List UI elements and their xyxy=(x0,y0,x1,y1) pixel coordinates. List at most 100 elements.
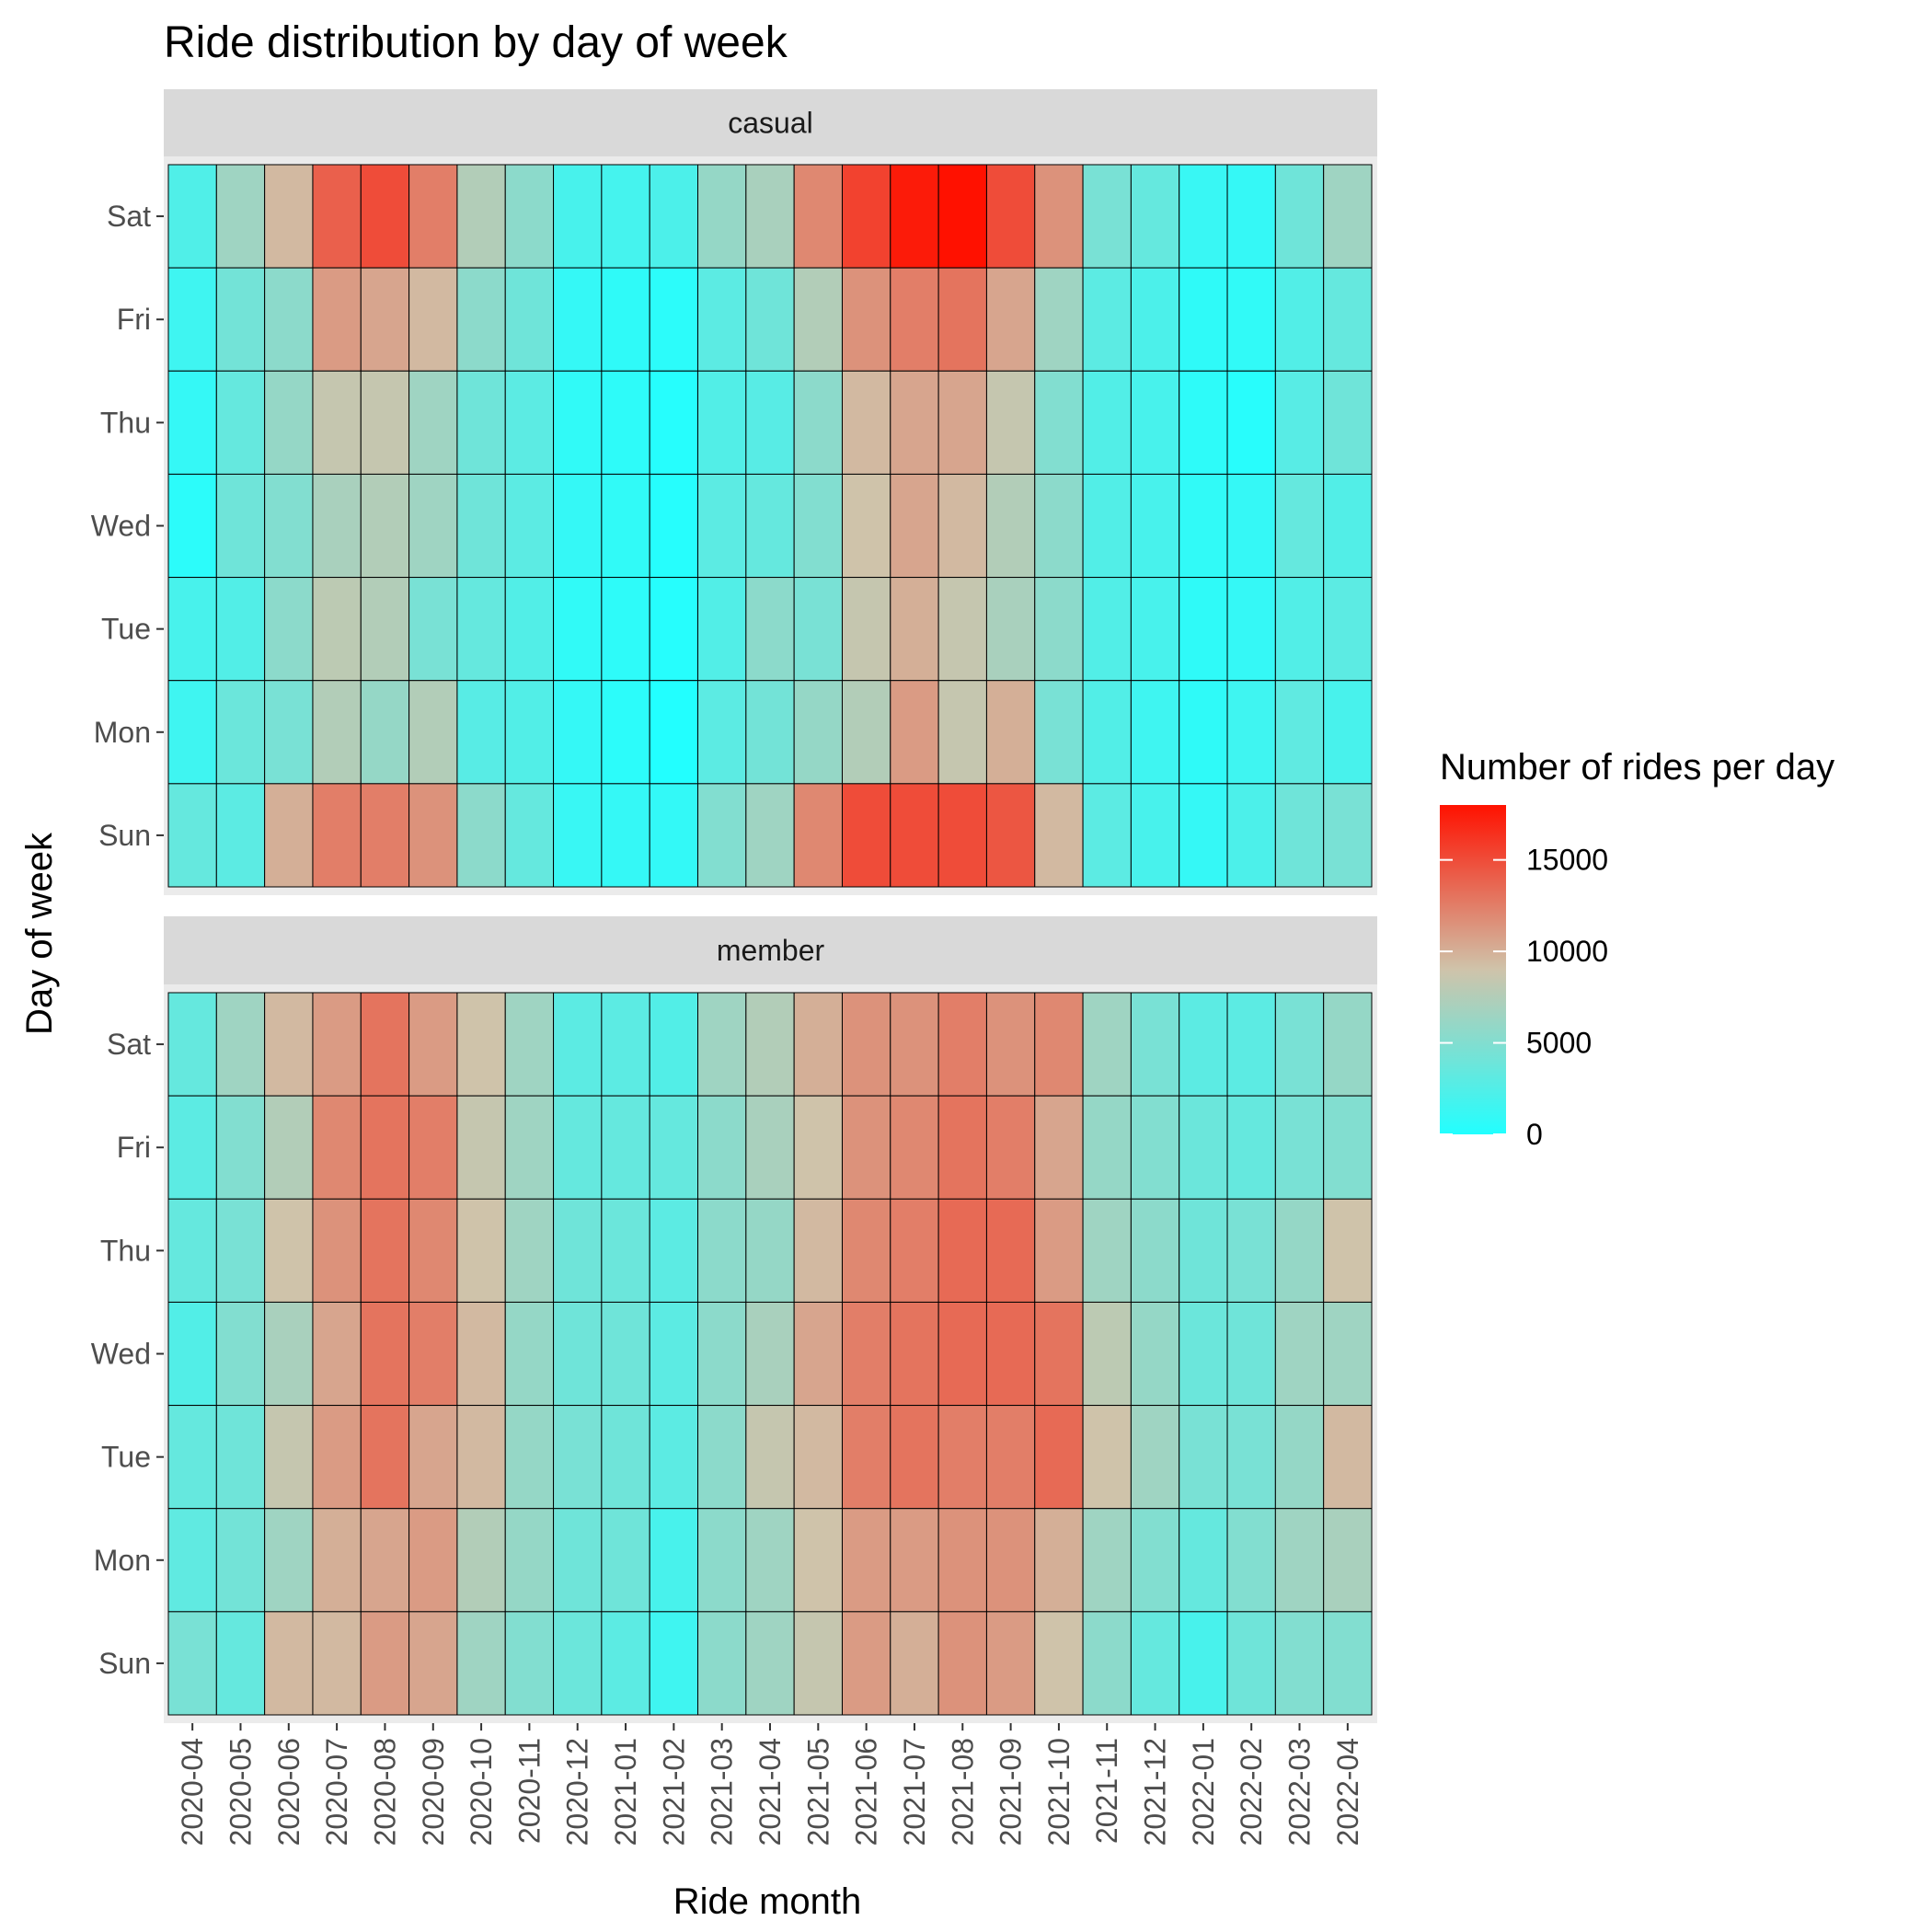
heatmap-cell xyxy=(793,267,843,372)
heatmap-cell xyxy=(167,164,217,269)
heatmap-cell xyxy=(890,1508,939,1613)
heatmap-cell xyxy=(456,267,506,372)
heatmap-cell xyxy=(697,370,747,475)
heatmap-cell xyxy=(408,473,458,579)
heatmap-cell xyxy=(167,267,217,372)
heatmap-cell xyxy=(215,164,266,269)
heatmap-cell xyxy=(408,992,458,1097)
heatmap-cell xyxy=(649,680,699,785)
heatmap-cell xyxy=(1226,370,1276,475)
heatmap-cell xyxy=(456,577,506,682)
heatmap-cell xyxy=(360,1095,410,1200)
y-axis-title: Day of week xyxy=(19,832,60,1035)
heatmap-cell xyxy=(1082,267,1132,372)
heatmap-cell xyxy=(937,680,987,785)
heatmap-cell xyxy=(1034,783,1084,888)
heatmap-cell xyxy=(167,1611,217,1716)
heatmap-cell xyxy=(1179,370,1228,475)
heatmap-cell xyxy=(553,473,603,579)
legend-colorbar xyxy=(1440,805,1506,1134)
heatmap-cell xyxy=(697,1611,747,1716)
heatmap-cell xyxy=(360,370,410,475)
heatmap-cell xyxy=(890,370,939,475)
heatmap-cell xyxy=(841,164,891,269)
heatmap-cell xyxy=(1179,1095,1228,1200)
heatmap-cell xyxy=(937,1198,987,1303)
y-tick-label: Sun xyxy=(98,819,151,852)
heatmap-cell xyxy=(408,164,458,269)
heatmap-cell xyxy=(553,1508,603,1613)
facet-strip-label: member xyxy=(717,934,825,967)
heatmap-cell xyxy=(745,164,795,269)
x-tick-label: 2021-03 xyxy=(706,1738,739,1846)
heatmap-cell xyxy=(312,1611,362,1716)
heatmap-cell xyxy=(360,992,410,1097)
heatmap-cell xyxy=(841,473,891,579)
heatmap-cell xyxy=(985,473,1036,579)
heatmap-cell xyxy=(1082,1095,1132,1200)
heatmap-cell xyxy=(793,1405,843,1510)
heatmap-cell xyxy=(1274,783,1325,888)
heatmap-cell xyxy=(408,577,458,682)
heatmap-cell xyxy=(1323,783,1373,888)
heatmap-cell xyxy=(985,992,1036,1097)
heatmap-cell xyxy=(890,1301,939,1407)
heatmap-cell xyxy=(408,370,458,475)
heatmap-cell xyxy=(553,267,603,372)
heatmap-cell xyxy=(601,267,650,372)
heatmap-cell xyxy=(504,164,555,269)
heatmap-cell xyxy=(649,577,699,682)
heatmap-cell xyxy=(1082,1405,1132,1510)
heatmap-cell xyxy=(1082,1198,1132,1303)
heatmap-cell xyxy=(408,1301,458,1407)
heatmap-cell xyxy=(1274,1508,1325,1613)
heatmap-cell xyxy=(601,1198,650,1303)
heatmap-cell xyxy=(1034,992,1084,1097)
heatmap-cell xyxy=(937,577,987,682)
heatmap-cell xyxy=(1226,1198,1276,1303)
heatmap-cell xyxy=(264,1095,314,1200)
heatmap-cell xyxy=(1034,1611,1084,1716)
heatmap-cell xyxy=(1034,267,1084,372)
heatmap-cell xyxy=(312,1095,362,1200)
heatmap-cell xyxy=(1179,1508,1228,1613)
x-tick-label: 2020-05 xyxy=(224,1738,257,1846)
heatmap-cell xyxy=(1226,577,1276,682)
heatmap-cell xyxy=(745,783,795,888)
heatmap-cell xyxy=(504,577,555,682)
heatmap-cell xyxy=(1226,783,1276,888)
heatmap-cell xyxy=(504,1301,555,1407)
heatmap-cell xyxy=(1130,783,1180,888)
heatmap-cell xyxy=(360,1198,410,1303)
heatmap-cell xyxy=(504,783,555,888)
facet-panel-casual: casual Sat Fri Thu Wed Tue Mon Sun xyxy=(91,89,1377,895)
heatmap-cell xyxy=(745,1301,795,1407)
heatmap-cell xyxy=(793,783,843,888)
heatmap-cell xyxy=(456,1301,506,1407)
heatmap-cell xyxy=(504,370,555,475)
heatmap-cell xyxy=(1274,1611,1325,1716)
heatmap-cell xyxy=(360,577,410,682)
heatmap-cell xyxy=(1179,1301,1228,1407)
heatmap-cell xyxy=(1323,164,1373,269)
heatmap-cell xyxy=(1274,992,1325,1097)
heatmap-cell xyxy=(360,1301,410,1407)
heatmap-cell xyxy=(456,1508,506,1613)
heatmap-cell xyxy=(312,992,362,1097)
heatmap-cell xyxy=(937,370,987,475)
heatmap-cell xyxy=(697,680,747,785)
heatmap-cell xyxy=(167,370,217,475)
heatmap-cell xyxy=(1274,370,1325,475)
heatmap-cell xyxy=(841,680,891,785)
heatmap-cell xyxy=(1082,992,1132,1097)
heatmap-cell xyxy=(264,1611,314,1716)
heatmap-cell xyxy=(649,1405,699,1510)
heatmap-cell xyxy=(745,267,795,372)
heatmap-cell xyxy=(1034,473,1084,579)
heatmap-cell xyxy=(456,370,506,475)
heatmap-cell xyxy=(1034,1508,1084,1613)
heatmap-cell xyxy=(1130,680,1180,785)
heatmap-cell xyxy=(312,680,362,785)
heatmap-cell xyxy=(841,1301,891,1407)
heatmap-cell xyxy=(601,164,650,269)
